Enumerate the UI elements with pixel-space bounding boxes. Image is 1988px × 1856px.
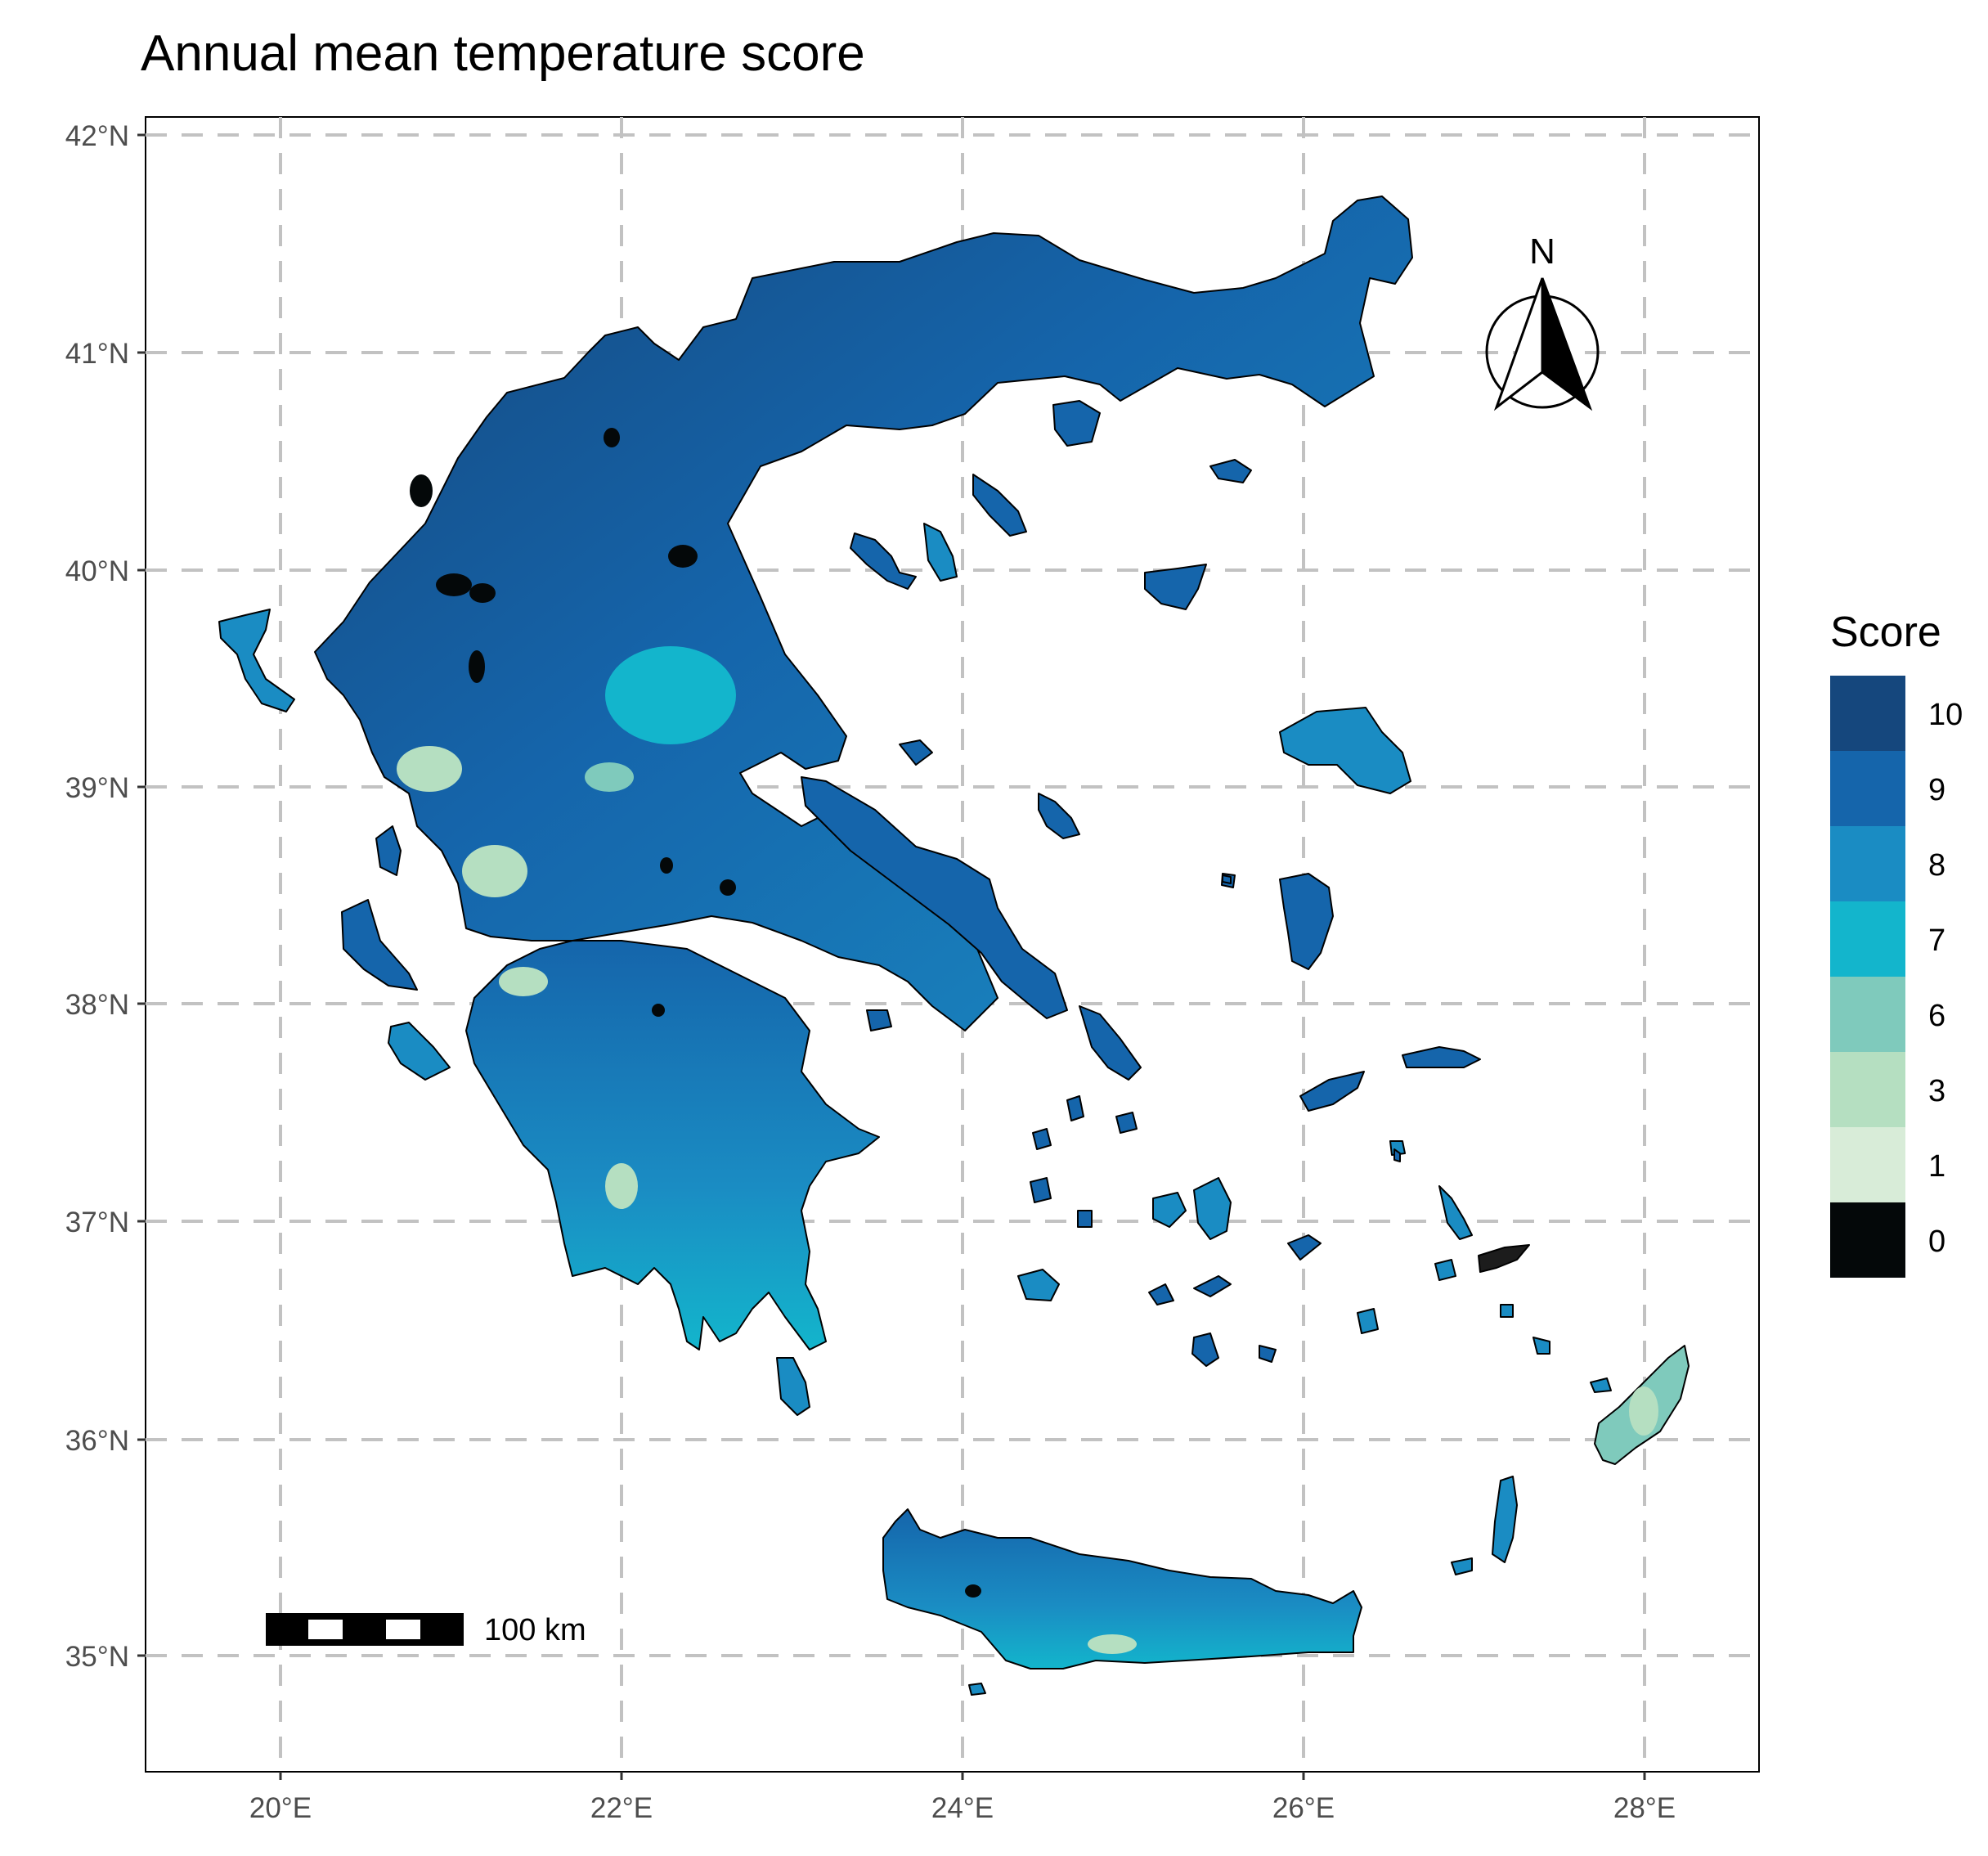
island-kea [1066, 1095, 1084, 1121]
lon-tick-label: 20°E [249, 1792, 312, 1824]
greece-land [218, 195, 1690, 1696]
zakynthos [388, 1022, 451, 1081]
skyros [1038, 793, 1080, 839]
legend-label: 0 [1928, 1225, 1945, 1259]
legend-label: 6 [1928, 999, 1945, 1033]
legend-swatch [1830, 826, 1905, 901]
legend-swatch [1830, 901, 1905, 977]
island-ios [1148, 1283, 1174, 1305]
halkidiki-kassandra [850, 533, 917, 590]
island-santorini [1191, 1332, 1219, 1367]
island-serifos [1077, 1210, 1093, 1228]
lat-tick-label: 42°N [65, 120, 129, 152]
lesvos [1279, 707, 1411, 794]
legend-label: 8 [1928, 848, 1945, 883]
legend-label: 9 [1928, 773, 1945, 807]
island-ikaria [1402, 1046, 1481, 1068]
island-anafi [1259, 1345, 1277, 1363]
lat-tick-label: 39°N [65, 772, 129, 804]
corfu [218, 609, 295, 712]
lat-tick-label: 35°N [65, 1641, 129, 1673]
legend-label: 7 [1928, 924, 1945, 958]
legend-swatch [1830, 676, 1905, 751]
lat-tick-label: 40°N [65, 555, 129, 587]
island-lipsi [1357, 1308, 1379, 1334]
island-nisyros [1500, 1304, 1514, 1318]
halkidiki-athos [972, 474, 1027, 537]
lat-tick-label: 37°N [65, 1207, 129, 1238]
score-patches [397, 428, 1658, 1654]
chios [1279, 873, 1334, 970]
legend-label: 1 [1928, 1149, 1945, 1184]
island-agios-efstratios [1222, 874, 1232, 884]
lon-tick-label: 22°E [590, 1792, 653, 1824]
scale-bar-icon: 100 km [266, 1613, 586, 1647]
lat-tick-label: 36°N [65, 1425, 129, 1457]
crete [882, 1508, 1362, 1670]
island-kasos [1451, 1557, 1473, 1575]
island-kalymnos [1434, 1259, 1456, 1281]
legend-swatch [1830, 1052, 1905, 1127]
lon-tick-label: 26°E [1272, 1792, 1335, 1824]
island-amorgos [1193, 1275, 1232, 1297]
lat-tick-label: 41°N [65, 338, 129, 370]
lat-tick-label: 38°N [65, 989, 129, 1021]
island-patmos [1393, 1148, 1401, 1162]
island-leros [1438, 1185, 1473, 1240]
island-kythnos [1030, 1177, 1052, 1203]
skiathos [899, 739, 933, 766]
island-symi [1590, 1377, 1612, 1393]
lemnos [1144, 564, 1207, 610]
scale-bar-label: 100 km [484, 1613, 586, 1647]
legend-swatch [1830, 751, 1905, 826]
island-syros [1032, 1128, 1052, 1150]
axis-labels: 20°E 22°E 24°E 26°E 28°E 42°N 41°N 40°N … [65, 120, 1676, 1824]
legend-title: Score [1830, 609, 1941, 656]
lon-tick-label: 24°E [931, 1792, 994, 1824]
samothrace [1209, 459, 1252, 483]
north-arrow-icon: N [1485, 231, 1600, 411]
island-tilos [1533, 1337, 1550, 1355]
island-tinos [1115, 1112, 1138, 1134]
map-title: Annual mean temperature score [141, 25, 865, 82]
paros [1152, 1192, 1187, 1228]
naxos [1193, 1177, 1232, 1240]
peloponnese [465, 940, 880, 1350]
kos [1478, 1244, 1530, 1273]
euboea [801, 776, 1068, 1019]
karpathos [1492, 1476, 1518, 1563]
legend-swatch [1830, 1202, 1905, 1278]
legend-label: 10 [1928, 698, 1963, 732]
kythira [776, 1357, 810, 1416]
axis-ticks [137, 133, 1646, 1780]
legend-swatch [1830, 977, 1905, 1052]
legend-label: 3 [1928, 1074, 1945, 1108]
island-gavdos [968, 1683, 986, 1696]
andros [1079, 1005, 1142, 1081]
kefalonia [341, 899, 418, 991]
lon-tick-label: 28°E [1613, 1792, 1676, 1824]
halkidiki-sithonia [923, 523, 958, 582]
salamina [866, 1009, 892, 1031]
thasos [1052, 400, 1101, 447]
lefkada [375, 825, 402, 876]
mainland [314, 195, 1413, 1031]
milos [1017, 1269, 1060, 1301]
north-label: N [1529, 231, 1555, 272]
island-astypalea [1287, 1234, 1322, 1261]
samos [1299, 1071, 1365, 1112]
legend-swatch [1830, 1127, 1905, 1202]
